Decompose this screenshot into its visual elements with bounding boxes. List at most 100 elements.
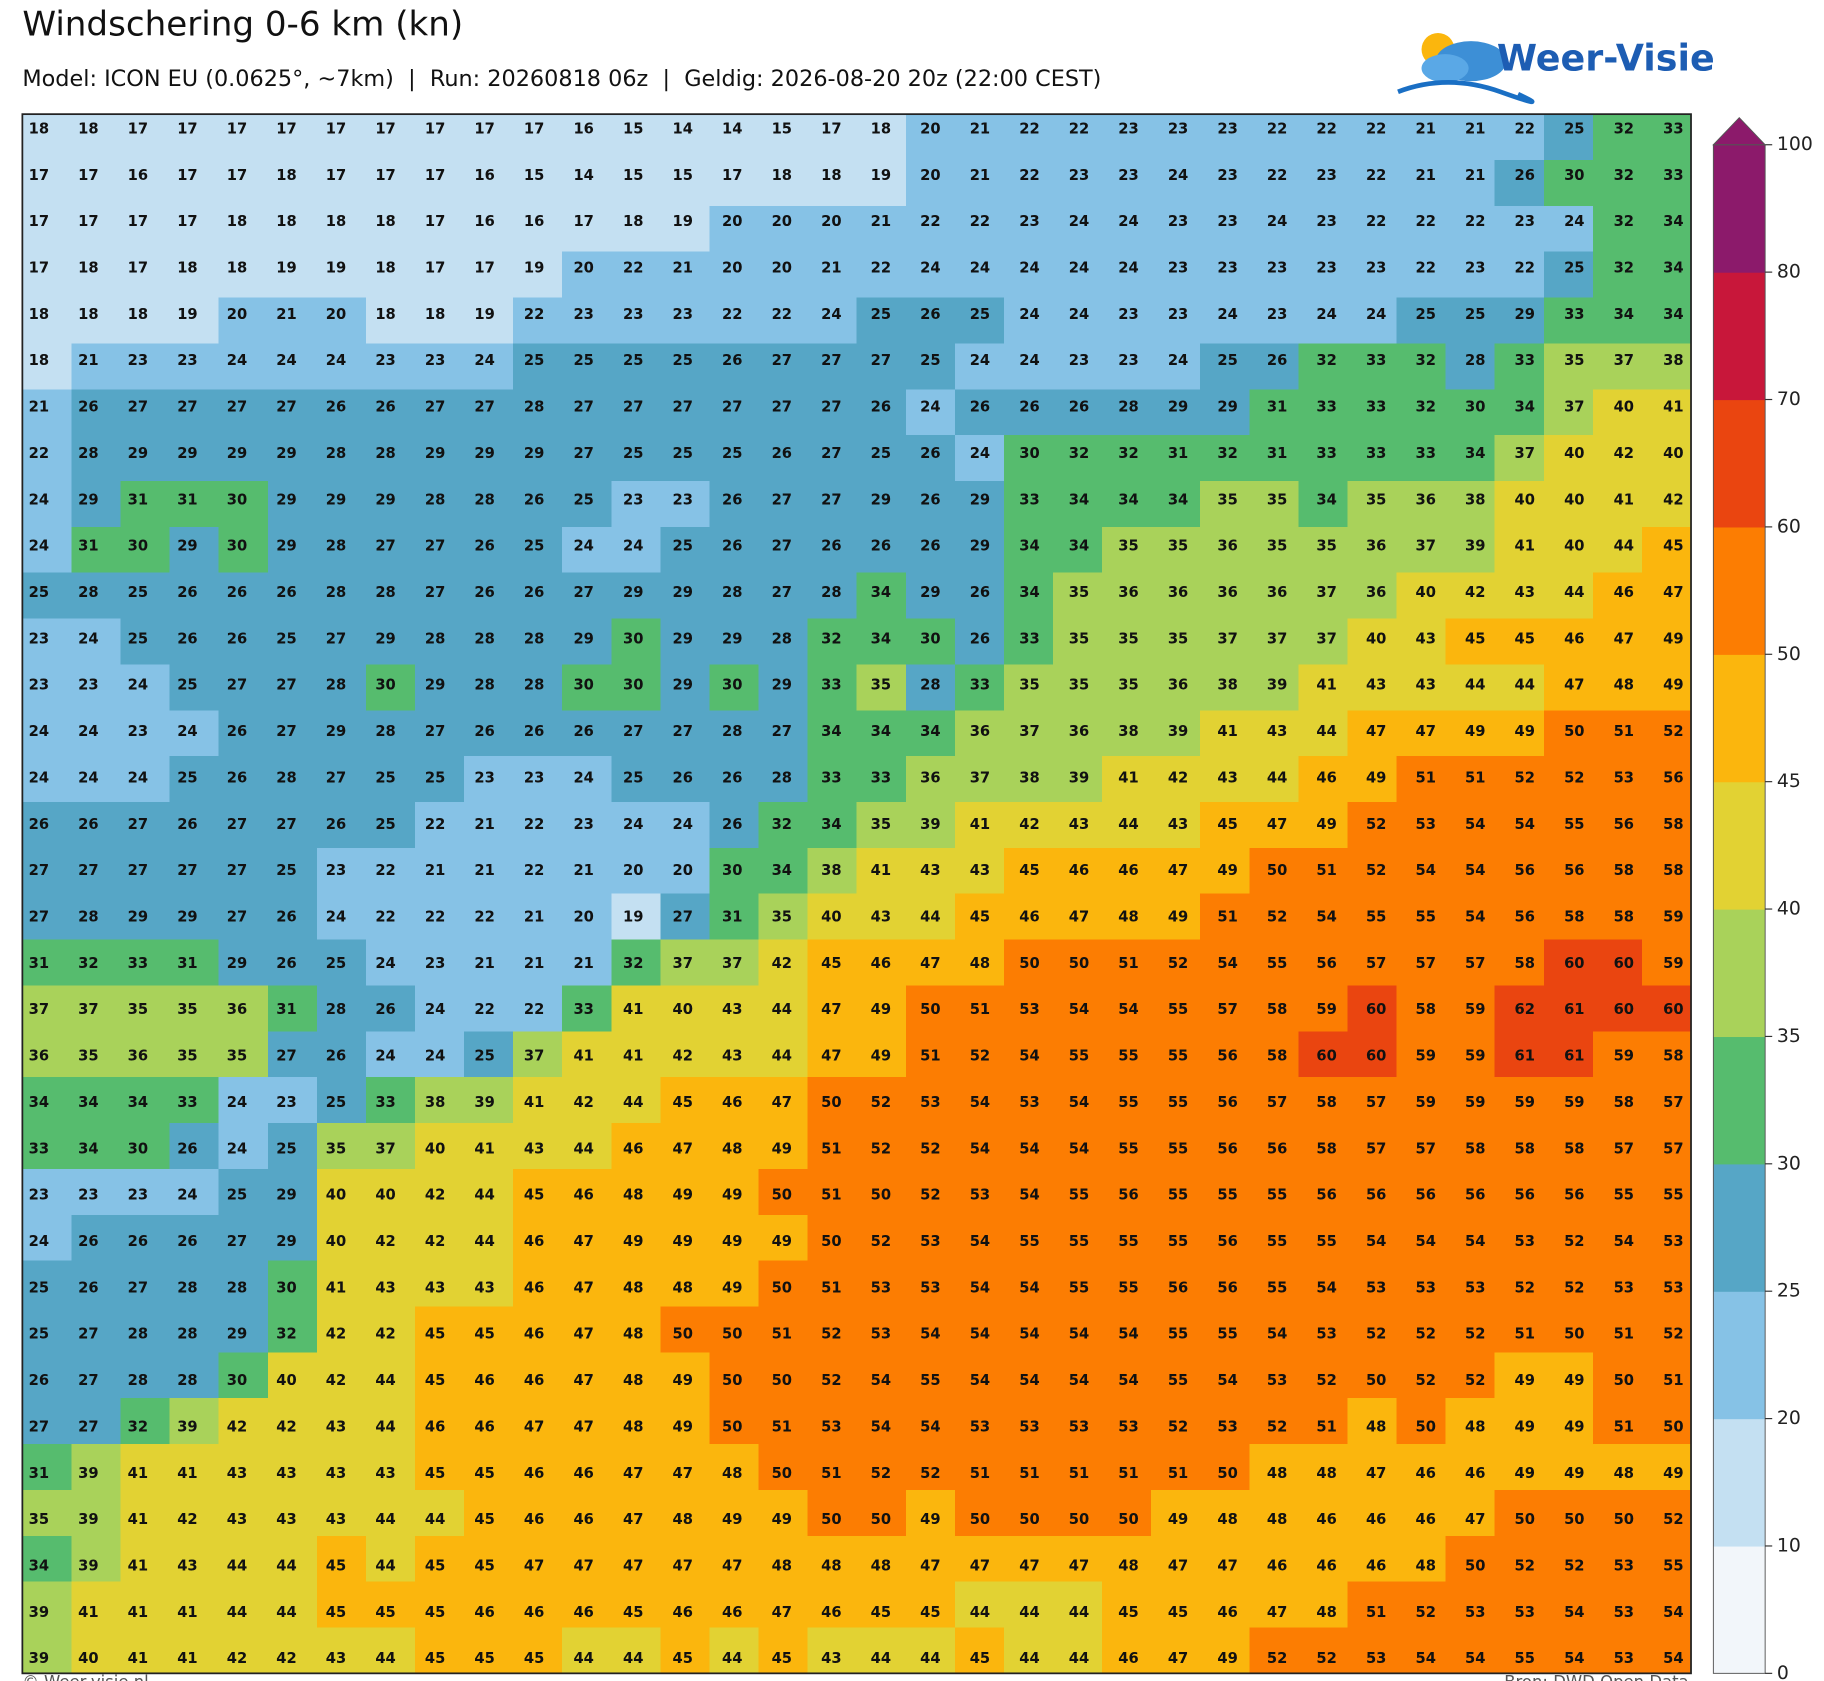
shear-cell xyxy=(1494,435,1545,482)
shear-value: 45 xyxy=(474,1511,494,1528)
shear-cell xyxy=(218,205,269,253)
shear-value: 39 xyxy=(920,816,940,833)
shear-cell xyxy=(905,1077,956,1124)
shear-cell xyxy=(1445,205,1496,253)
shear-cell xyxy=(365,710,416,757)
shear-value: 55 xyxy=(1267,955,1287,972)
shear-value: 41 xyxy=(623,1001,643,1018)
shear-cell xyxy=(709,114,760,161)
shear-cell xyxy=(954,756,1005,803)
shear-cell xyxy=(1445,389,1496,436)
shear-value: 21 xyxy=(524,909,544,926)
shear-cell xyxy=(1249,756,1300,803)
shear-value: 28 xyxy=(1118,399,1138,416)
shear-value: 51 xyxy=(1614,1326,1634,1343)
shear-value: 27 xyxy=(29,1418,49,1435)
shear-cell xyxy=(856,893,907,941)
shear-cell xyxy=(267,1031,318,1078)
shear-value: 35 xyxy=(1168,538,1188,555)
shear-cell xyxy=(1592,389,1643,436)
shear-value: 29 xyxy=(177,909,197,926)
shear-value: 37 xyxy=(1415,538,1435,555)
shear-value: 40 xyxy=(78,1650,98,1667)
shear-cell xyxy=(267,1306,318,1354)
shear-cell xyxy=(1003,710,1054,757)
shear-cell xyxy=(1053,985,1103,1033)
shear-value: 50 xyxy=(1465,1558,1485,1575)
shear-cell xyxy=(807,481,858,528)
shear-cell xyxy=(1102,1214,1152,1262)
shear-cell xyxy=(1445,526,1496,574)
shear-cell xyxy=(169,710,220,757)
shear-value: 37 xyxy=(1564,399,1584,416)
shear-cell xyxy=(1200,251,1251,299)
shear-cell xyxy=(316,1031,367,1078)
shear-value: 24 xyxy=(474,352,494,369)
shear-value: 59 xyxy=(1614,1048,1634,1065)
shear-value: 52 xyxy=(871,1465,891,1482)
shear-value: 50 xyxy=(772,1279,792,1296)
shear-value: 59 xyxy=(1465,1001,1485,1018)
shear-value: 44 xyxy=(375,1650,395,1667)
shear-cell xyxy=(1396,526,1447,574)
shear-cell xyxy=(1592,893,1643,941)
shear-cell xyxy=(414,435,465,482)
shear-value: 50 xyxy=(1663,1418,1683,1435)
shear-value: 45 xyxy=(524,1187,544,1204)
shear-cell xyxy=(1003,802,1054,849)
shear-cell xyxy=(1102,710,1152,757)
shear-cell xyxy=(758,435,809,482)
shear-value: 43 xyxy=(1515,584,1535,601)
shear-value: 55 xyxy=(1019,1233,1039,1250)
shear-cell xyxy=(1200,160,1251,207)
shear-value: 33 xyxy=(1415,445,1435,462)
shear-cell xyxy=(1003,1168,1054,1216)
shear-value: 25 xyxy=(276,1140,296,1157)
shear-value: 21 xyxy=(970,167,990,184)
shear-cell xyxy=(22,1031,73,1078)
shear-value: 25 xyxy=(425,769,445,786)
shear-value: 22 xyxy=(1366,167,1386,184)
shear-value: 41 xyxy=(1663,399,1683,416)
shear-value: 35 xyxy=(1217,491,1237,508)
shear-cell xyxy=(1347,939,1398,987)
shear-value: 26 xyxy=(970,584,990,601)
shear-value: 23 xyxy=(1217,260,1237,277)
shear-value: 29 xyxy=(326,491,346,508)
shear-value: 24 xyxy=(1168,167,1188,184)
shear-value: 17 xyxy=(227,120,247,137)
shear-cell xyxy=(807,1214,858,1262)
shear-value: 42 xyxy=(326,1372,346,1389)
shear-value: 49 xyxy=(1515,723,1535,740)
shear-cell xyxy=(1003,343,1054,391)
shear-value: 31 xyxy=(177,491,197,508)
shear-value: 27 xyxy=(673,399,693,416)
shear-value: 24 xyxy=(78,769,98,786)
shear-value: 47 xyxy=(1366,723,1386,740)
shear-value: 55 xyxy=(1267,1233,1287,1250)
shear-cell xyxy=(1151,985,1201,1033)
shear-value: 42 xyxy=(425,1233,445,1250)
shear-cell xyxy=(807,1123,858,1170)
shear-value: 47 xyxy=(1564,677,1584,694)
shear-value: 52 xyxy=(970,1048,990,1065)
shear-value: 51 xyxy=(1366,1604,1386,1621)
shear-value: 26 xyxy=(128,1233,148,1250)
shear-value: 58 xyxy=(1614,909,1634,926)
shear-cell xyxy=(807,710,858,757)
shear-cell xyxy=(120,893,171,941)
shear-value: 16 xyxy=(128,167,148,184)
shear-cell xyxy=(807,251,858,299)
shear-value: 29 xyxy=(276,1233,296,1250)
shear-value: 54 xyxy=(1069,1326,1089,1343)
shear-value: 53 xyxy=(970,1187,990,1204)
shear-value: 21 xyxy=(970,120,990,137)
shear-value: 30 xyxy=(375,677,395,694)
shear-cell xyxy=(1298,1214,1349,1262)
shear-value: 29 xyxy=(276,1187,296,1204)
shear-cell xyxy=(758,572,809,620)
shear-value: 17 xyxy=(425,120,445,137)
shear-cell xyxy=(611,572,662,620)
shear-value: 36 xyxy=(1415,491,1435,508)
shear-cell xyxy=(22,710,73,757)
